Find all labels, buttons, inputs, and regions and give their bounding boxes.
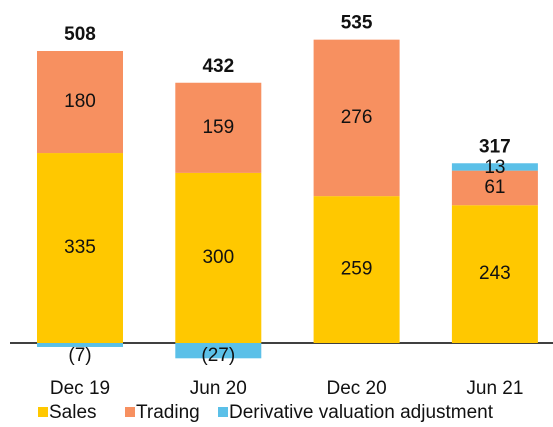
total-label: 317 [479,136,511,157]
legend-swatch [218,407,228,417]
bar-segment [451,170,538,206]
x-tick-label: Dec 20 [326,378,386,399]
bar-segment [313,39,400,197]
bar-segment [175,343,262,359]
x-tick-label: Dec 19 [50,378,110,399]
bar-segment [37,343,123,347]
data-label: 180 [64,91,96,112]
bar-segment [451,163,538,171]
x-tick-label: Jun 21 [466,378,523,399]
total-label: 432 [202,56,234,77]
total-label: 535 [341,13,373,34]
total-label: 508 [64,24,96,45]
legend-label: Trading [136,402,200,423]
bar-segment [37,50,123,154]
bar-segment [175,82,262,173]
data-label: (7) [68,345,91,366]
data-label: 335 [64,237,96,258]
legend-swatch [125,407,135,417]
bar-segment [175,172,262,343]
data-label: 300 [202,247,234,268]
data-label: 243 [479,263,511,284]
data-label: 259 [341,259,373,280]
legend-swatch [38,407,48,417]
bar-segment [451,205,538,343]
data-label: (27) [201,345,235,366]
legend-label: Sales [49,402,97,423]
legend-label: Derivative valuation adjustment [229,402,494,423]
data-label: 276 [341,107,373,128]
bar-segment [37,153,123,343]
data-label: 13 [484,157,505,178]
x-tick-label: Jun 20 [190,378,247,399]
bar-segment [313,196,400,343]
data-label: 61 [484,177,505,198]
data-label: 159 [202,117,234,138]
